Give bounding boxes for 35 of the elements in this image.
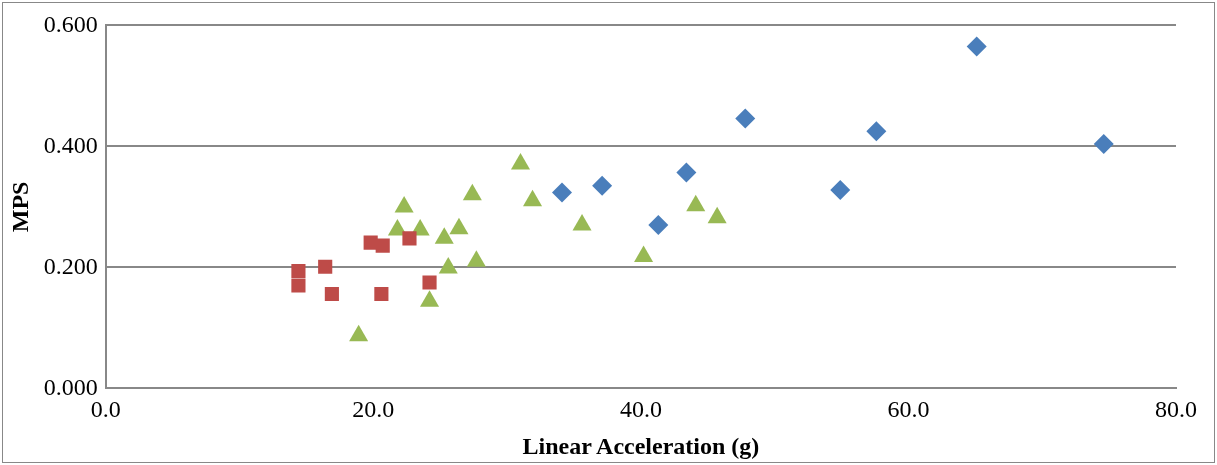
point <box>551 182 572 203</box>
point <box>735 108 756 129</box>
y-axis-title: MPS <box>6 181 33 233</box>
y-tick-label: 0.200 <box>43 252 98 279</box>
point <box>420 290 440 307</box>
point <box>634 245 654 263</box>
point <box>648 215 669 236</box>
point <box>434 227 454 244</box>
point <box>402 231 417 246</box>
point <box>394 195 414 213</box>
y-tick-label: 0.400 <box>43 131 98 158</box>
point <box>966 36 987 57</box>
point <box>438 257 458 274</box>
point <box>592 175 613 196</box>
point <box>707 206 727 224</box>
point <box>686 194 706 212</box>
point <box>462 183 482 201</box>
point <box>318 259 333 274</box>
point <box>466 250 486 267</box>
x-axis-title: Linear Acceleration (g) <box>522 432 760 459</box>
point <box>1093 133 1114 154</box>
point <box>449 217 469 235</box>
x-tick-label: 40.0 <box>619 396 662 423</box>
x-tick-label: 80.0 <box>1155 396 1197 423</box>
point <box>349 324 369 342</box>
point <box>523 189 543 207</box>
point <box>291 263 306 279</box>
y-tick-label: 0.600 <box>43 10 98 37</box>
point <box>676 162 697 183</box>
x-tick-label: 20.0 <box>352 396 395 423</box>
point <box>375 238 390 253</box>
point <box>866 121 887 142</box>
point <box>830 179 851 200</box>
point <box>572 214 592 231</box>
x-tick-label: 60.0 <box>887 396 930 423</box>
